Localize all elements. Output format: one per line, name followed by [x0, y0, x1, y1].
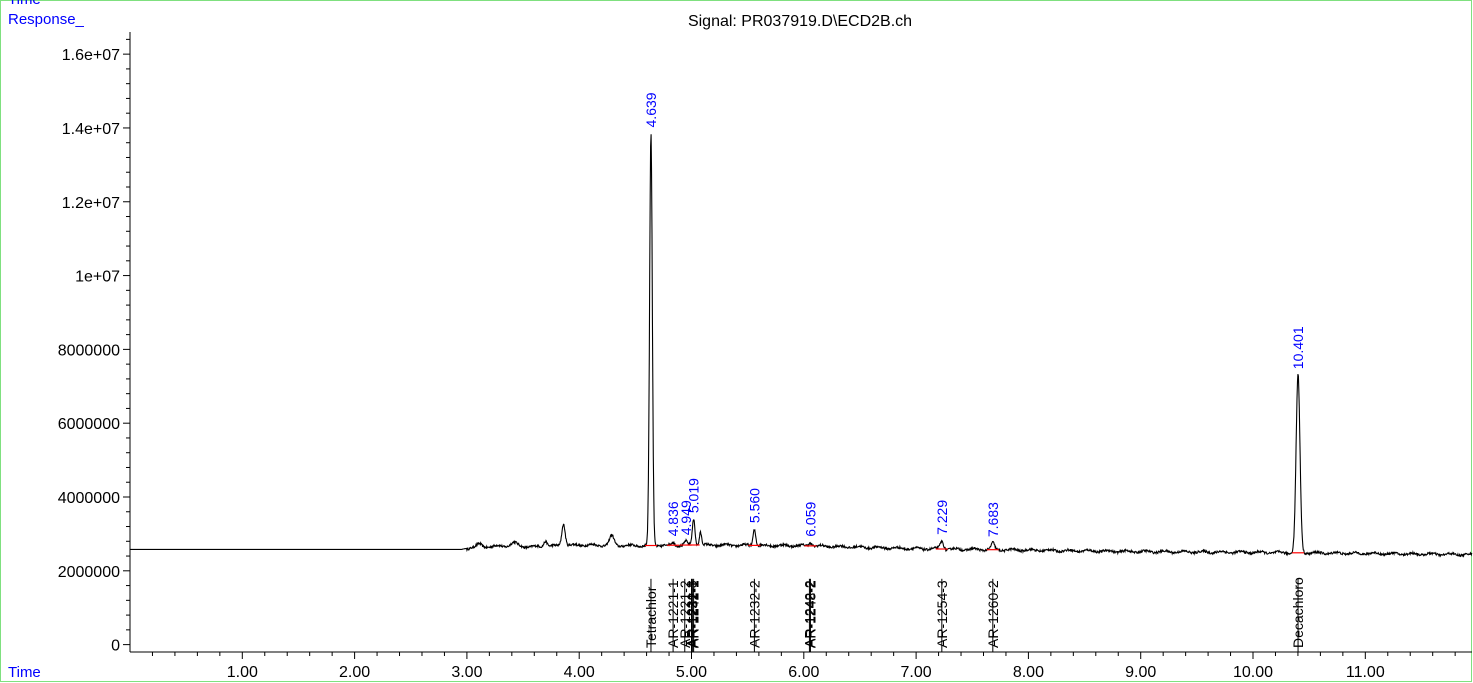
peak-retention-label: 7.683 [985, 502, 1001, 537]
y-tick-label: 1.6e+07 [62, 47, 120, 64]
compound-label: AR-1221-1 [665, 580, 681, 648]
compound-label: AR-1221-3 [684, 580, 700, 648]
peak-retention-label: 6.059 [802, 502, 818, 537]
y-axis-title: Response_ [8, 11, 84, 28]
compound-label: AR-1232-1 [685, 580, 701, 648]
x-tick-label: 2.00 [339, 664, 370, 681]
x-tick-label: 7.00 [901, 664, 932, 681]
compound-label: AR-1260-2 [985, 580, 1001, 648]
peak-retention-label: 10.401 [1290, 326, 1306, 369]
signal-trace [130, 134, 1473, 558]
x-tick-label: 10.00 [1233, 664, 1273, 681]
peak-retention-label: 4.949 [678, 500, 694, 535]
peak-retention-label: 5.560 [746, 488, 762, 523]
x-tick-label: 6.00 [788, 664, 819, 681]
compound-label: AR-1254-3 [934, 580, 950, 648]
x-tick-label: 4.00 [564, 664, 595, 681]
x-tick-label: 3.00 [451, 664, 482, 681]
y-tick-label: 6000000 [58, 416, 120, 433]
x-axis-title: Time [8, 664, 41, 681]
compound-label: AR-1242-2 [801, 580, 817, 648]
y-tick-label: 1e+07 [75, 269, 120, 286]
compound-label: Tetrachlor [643, 586, 659, 648]
peak-retention-label: 4.639 [643, 92, 659, 127]
y-tick-label: 4000000 [58, 490, 120, 507]
x-tick-label: 11.00 [1346, 664, 1385, 681]
compound-label: Decachloro [1290, 577, 1306, 648]
y-tick-label: 1.4e+07 [62, 121, 120, 138]
x-tick-label: 5.00 [676, 664, 707, 681]
y-tick-label: 2000000 [58, 564, 120, 581]
y-tick-label: 8000000 [58, 342, 120, 359]
x-tick-label: 8.00 [1013, 664, 1044, 681]
y-tick-label: 1.2e+07 [62, 195, 120, 212]
x-tick-label: 9.00 [1125, 664, 1156, 681]
y-tick-label: 0 [111, 638, 120, 655]
x-tick-label: 1.00 [227, 664, 258, 681]
peak-retention-label: 7.229 [934, 500, 950, 535]
peak-retention-label: 4.836 [665, 501, 681, 536]
compound-label: AR-1248-2 [802, 580, 818, 648]
compound-label: AR-1221-2 [677, 580, 693, 648]
corner-time-label: Time [8, 0, 41, 8]
compound-label: AR-1232-2 [746, 580, 762, 648]
peak-retention-label: 5.019 [686, 478, 702, 513]
compound-label: AR-1242-1 [686, 580, 702, 648]
chart-title: Signal: PR037919.D\ECD2B.ch [687, 13, 913, 30]
